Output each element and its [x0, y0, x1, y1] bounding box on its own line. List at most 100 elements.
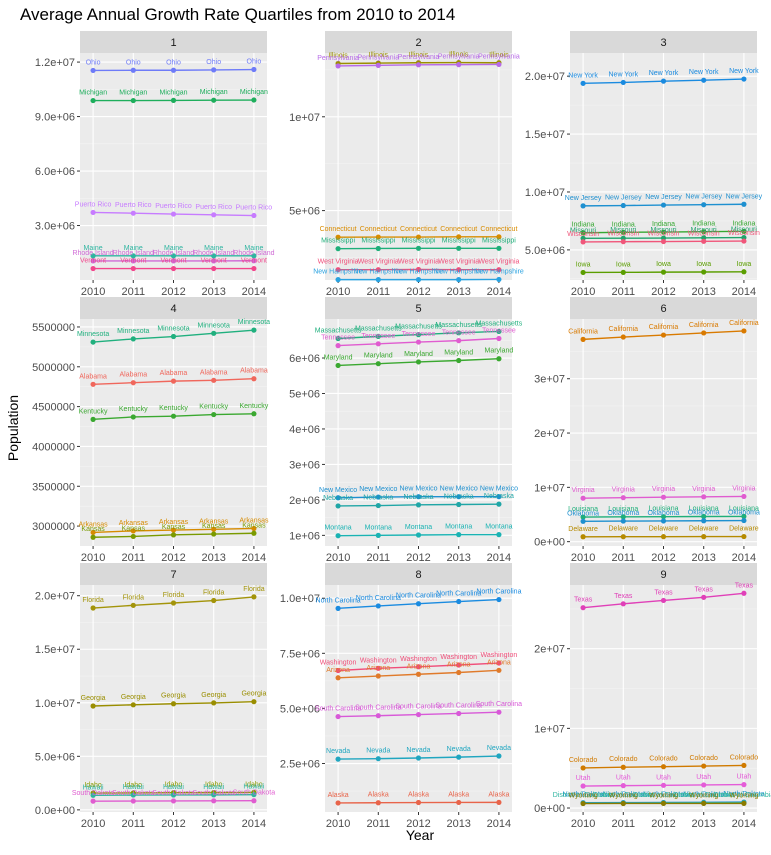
data-point-label: Connecticut — [400, 226, 437, 233]
data-point-label: New York — [568, 72, 598, 79]
data-point — [416, 755, 421, 760]
data-point-label: Rhode Island — [193, 250, 234, 257]
data-point — [251, 97, 256, 102]
x-tick-label: 2012 — [406, 552, 430, 564]
data-point-label: South Dakota — [72, 790, 115, 797]
data-point — [621, 783, 626, 788]
data-point-label: Puerto Rico — [236, 205, 273, 212]
data-point-label: West Virginia — [398, 258, 439, 265]
data-point-label: West Virginia — [438, 259, 479, 266]
data-point-label: Arizona — [447, 661, 471, 668]
data-point — [131, 534, 136, 539]
data-point — [621, 765, 626, 770]
data-point — [90, 703, 95, 708]
data-point — [90, 605, 95, 610]
data-point — [211, 598, 216, 603]
data-point-label: Montana — [445, 524, 472, 531]
data-point-label: Rhode Island — [153, 250, 194, 257]
data-point-label: New Jersey — [726, 193, 763, 200]
data-point — [661, 332, 666, 337]
y-tick-label: 2.5e+06 — [280, 759, 320, 771]
x-tick-label: 2012 — [406, 286, 430, 298]
data-point-label: West Virginia — [358, 259, 399, 266]
data-point-label: Montana — [405, 524, 432, 531]
data-point-label: Florida — [243, 586, 265, 593]
data-point-label: Mississippi — [321, 238, 355, 245]
data-point — [580, 337, 585, 342]
x-tick-label: 2013 — [691, 286, 715, 298]
y-tick-label: 1.0e+07 — [525, 187, 565, 199]
data-point — [211, 700, 216, 705]
data-point-label: Michigan — [119, 90, 147, 97]
y-tick-label: 2e+07 — [534, 644, 565, 656]
data-point — [661, 783, 666, 788]
y-tick-label: 4500000 — [32, 402, 75, 414]
data-point — [335, 503, 340, 508]
x-tick-label: 2012 — [161, 286, 185, 298]
data-point — [131, 336, 136, 341]
data-point — [171, 334, 176, 339]
data-point-label: Texas — [614, 593, 633, 600]
data-point — [131, 380, 136, 385]
data-point-label: Colorado — [649, 756, 678, 763]
data-point — [335, 533, 340, 538]
data-point-label: Ohio — [166, 59, 181, 66]
data-point — [621, 518, 626, 523]
x-tick-label: 2013 — [446, 818, 470, 830]
y-tick-label: 0.0e+00 — [35, 805, 75, 817]
data-point-label: Ohio — [126, 59, 141, 66]
y-tick-label: 6.0e+06 — [35, 166, 75, 178]
facet-panel-4: 4300000035000004000000450000050000005500… — [32, 297, 270, 564]
data-point — [131, 266, 136, 271]
data-point — [580, 496, 585, 501]
data-point-label: South Dakota — [233, 790, 276, 797]
x-tick-label: 2013 — [446, 552, 470, 564]
data-point-label: Delaware — [689, 526, 719, 533]
data-point-label: Puerto Rico — [115, 202, 152, 209]
data-point-label: Washington — [440, 654, 477, 661]
y-tick-label: 6e+06 — [289, 353, 320, 365]
x-tick-label: 2014 — [487, 552, 511, 564]
y-tick-label: 0e+00 — [534, 803, 565, 815]
data-point-label: Puerto Rico — [195, 204, 232, 211]
y-tick-label: 1e+07 — [289, 112, 320, 124]
data-point — [701, 518, 706, 523]
data-point — [621, 270, 626, 275]
data-point-label: New Jersey — [565, 195, 602, 202]
data-point-label: West Virginia — [478, 259, 519, 266]
data-point — [741, 782, 746, 787]
y-tick-label: 1.5e+07 — [525, 129, 565, 141]
data-point-label: Florida — [163, 592, 185, 599]
data-point — [661, 518, 666, 523]
data-point — [376, 341, 381, 346]
data-point — [496, 597, 501, 602]
data-point — [131, 211, 136, 216]
data-point-label: Washington — [481, 652, 518, 659]
x-tick-label: 2014 — [242, 818, 266, 830]
data-point-label: New Jersey — [685, 194, 722, 201]
data-point — [90, 210, 95, 215]
data-point-label: New York — [609, 71, 639, 78]
x-tick-label: 2010 — [81, 818, 105, 830]
y-tick-label: 7.5e+06 — [280, 648, 320, 660]
data-point-label: Alaska — [368, 792, 389, 799]
data-point-label: Virginia — [612, 487, 635, 494]
data-point — [496, 532, 501, 537]
data-point — [376, 277, 381, 282]
data-point — [661, 764, 666, 769]
data-point — [251, 67, 256, 72]
data-point-label: Oklahoma — [728, 510, 760, 517]
y-tick-label: 5.0e+06 — [525, 245, 565, 257]
data-point — [171, 379, 176, 384]
data-point-label: New Mexico — [359, 486, 397, 493]
facet-strip-label: 8 — [415, 569, 421, 581]
data-point-label: Utah — [616, 775, 631, 782]
data-point — [171, 211, 176, 216]
data-point-label: Montana — [365, 524, 392, 531]
data-point-label: Puerto Rico — [155, 203, 192, 210]
data-point — [621, 534, 626, 539]
